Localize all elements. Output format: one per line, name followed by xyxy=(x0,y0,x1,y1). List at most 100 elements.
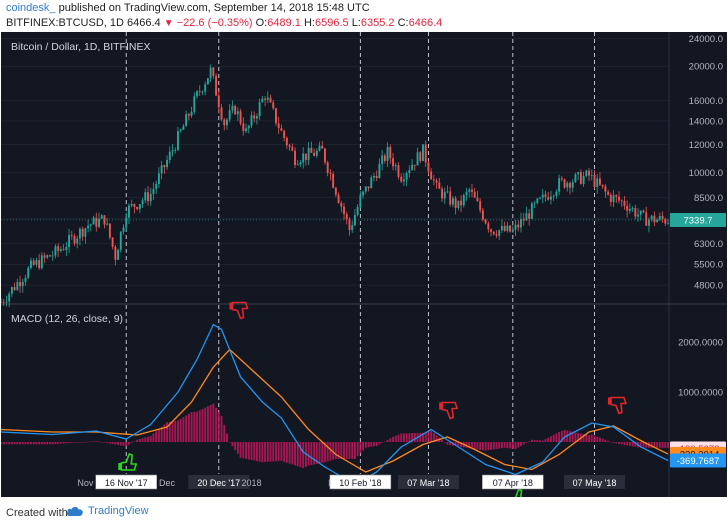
candle xyxy=(299,160,302,168)
candle-body xyxy=(432,179,435,181)
histogram-bar xyxy=(547,437,550,442)
candle-body xyxy=(209,67,212,79)
candle-body xyxy=(144,192,147,201)
candle xyxy=(264,96,267,107)
candle xyxy=(234,104,237,116)
candle xyxy=(29,257,32,270)
candle xyxy=(326,160,329,177)
candle xyxy=(174,147,177,154)
candle xyxy=(525,206,528,221)
candle xyxy=(98,212,100,229)
candle xyxy=(378,158,381,179)
candle-body xyxy=(653,215,656,223)
candle xyxy=(147,186,149,206)
histogram-bar xyxy=(454,442,457,447)
candle-body xyxy=(356,206,359,215)
candle-body xyxy=(174,149,177,151)
price-and-macd-chart[interactable]: 24000.0 20000.0 16000.0 14000.0 12000.0 10000… xyxy=(1,32,727,497)
candle-body xyxy=(378,163,381,179)
histogram-bar xyxy=(185,415,188,442)
histogram-bar xyxy=(367,442,370,448)
histogram-bar xyxy=(307,442,310,466)
candle xyxy=(166,155,169,170)
candle-body xyxy=(623,200,626,206)
candle xyxy=(255,113,258,125)
candle xyxy=(506,221,509,233)
histogram-bar xyxy=(157,429,160,442)
histogram-bar xyxy=(138,439,141,442)
candle-body xyxy=(277,123,280,129)
close-value: 6466.4 xyxy=(408,17,443,29)
candle-body xyxy=(16,282,19,290)
candle-body xyxy=(122,227,125,232)
histogram-bar xyxy=(653,442,656,448)
histogram-bar xyxy=(345,442,348,459)
candle xyxy=(204,81,207,96)
candle xyxy=(650,214,653,222)
candle xyxy=(277,116,280,134)
candle xyxy=(212,66,215,79)
histogram-bar xyxy=(122,442,125,446)
candle-body xyxy=(299,162,302,165)
candle xyxy=(291,143,294,152)
histogram-bar xyxy=(656,442,659,448)
candle-body xyxy=(59,249,62,251)
candle xyxy=(364,185,367,195)
candle-body xyxy=(337,194,340,203)
candle-body xyxy=(383,155,386,161)
candle xyxy=(27,265,30,279)
candle xyxy=(487,221,490,233)
candle-body xyxy=(351,225,354,230)
histogram-bar xyxy=(174,420,177,442)
candle xyxy=(70,230,73,240)
histogram-bar xyxy=(555,433,558,442)
candle xyxy=(10,286,13,298)
candle-body xyxy=(125,217,128,228)
candle xyxy=(667,219,669,225)
candle-body xyxy=(217,95,220,108)
candle-body xyxy=(607,191,610,195)
histogram-bar xyxy=(607,440,610,442)
candle-body xyxy=(182,126,185,130)
histogram-bar xyxy=(598,437,601,442)
histogram-bar xyxy=(528,441,531,442)
candle xyxy=(579,169,582,185)
candle xyxy=(411,159,414,171)
candle xyxy=(155,180,158,194)
histogram-bar xyxy=(446,442,449,445)
date-tick-label: 2018 xyxy=(241,478,261,488)
candle xyxy=(468,187,471,198)
candle xyxy=(87,219,90,233)
candle-body xyxy=(626,205,629,211)
candle-body xyxy=(133,203,136,208)
candle-body xyxy=(73,235,76,244)
candle xyxy=(451,195,454,208)
candle-body xyxy=(427,162,430,172)
candle-body xyxy=(87,225,90,229)
candle xyxy=(157,167,160,188)
candle-body xyxy=(528,213,531,219)
histogram-bar xyxy=(1,442,2,445)
candle xyxy=(138,203,141,214)
histogram-bar xyxy=(168,421,171,442)
candle xyxy=(32,258,35,266)
svg-text:Dec: Dec xyxy=(159,478,176,488)
candle-body xyxy=(185,114,188,127)
candle xyxy=(334,186,337,198)
tradingview-brand[interactable]: TradingView xyxy=(66,505,149,517)
chart-area[interactable]: 24000.0 20000.0 16000.0 14000.0 12000.0 10000… xyxy=(1,32,727,497)
histogram-bar xyxy=(476,442,479,450)
histogram-bar xyxy=(620,442,623,445)
candle-body xyxy=(582,176,585,184)
candle xyxy=(73,233,76,247)
histogram-bar xyxy=(193,411,196,442)
candle-body xyxy=(441,188,443,199)
candle-body xyxy=(604,186,607,192)
tradingview-link[interactable]: TradingView xyxy=(88,505,149,517)
candle-body xyxy=(35,260,38,265)
histogram-bar xyxy=(378,442,381,445)
histogram-bar xyxy=(231,442,234,447)
author-link[interactable]: coindesk_ xyxy=(6,2,56,14)
candle xyxy=(454,196,457,215)
candle-body xyxy=(201,91,204,93)
